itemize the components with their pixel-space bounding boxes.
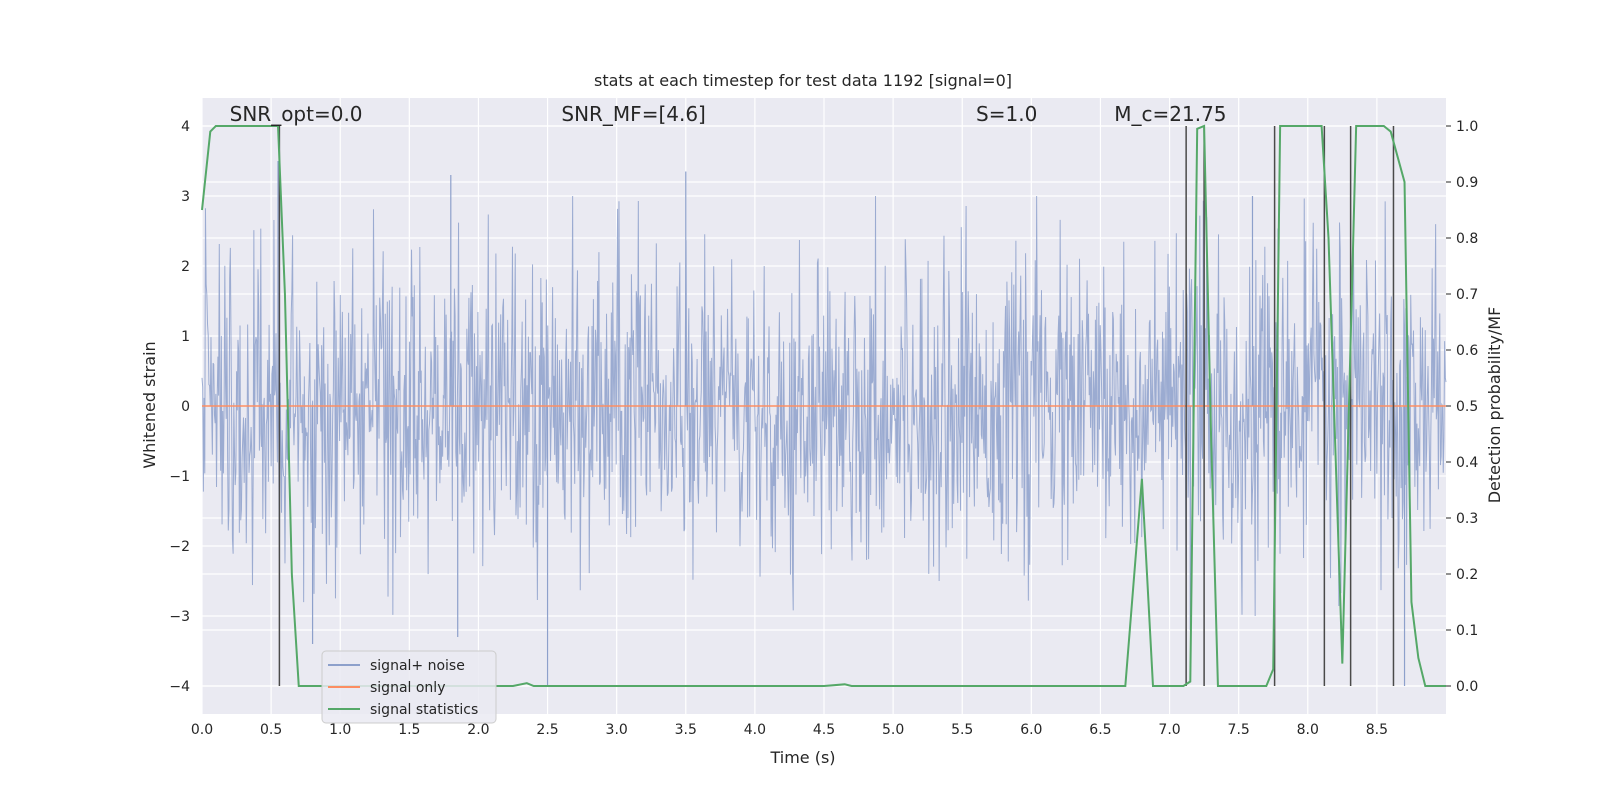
x-tick-label: 1.0	[329, 722, 351, 738]
signal-noise-line	[201, 195, 1447, 617]
x-tick-label: 8.0	[1297, 722, 1319, 738]
x-tick-label: 5.0	[882, 722, 904, 738]
y-tick-label-right: 0.8	[1456, 231, 1478, 247]
y-tick-label-left: −1	[169, 469, 190, 485]
annotation-1: SNR_MF=[4.6]	[561, 102, 705, 126]
legend-entry: signal+ noise	[370, 658, 465, 674]
y-tick-label-right: 0.7	[1456, 287, 1478, 303]
legend-box	[321, 650, 497, 724]
annotation-2: S=1.0	[976, 102, 1037, 126]
x-tick-label: 5.5	[951, 722, 973, 738]
legend-entry: signal statistics	[370, 702, 478, 718]
y-tick-label-right: 0.5	[1456, 399, 1478, 415]
legend: signal+ noise signal only signal statistic…	[321, 650, 497, 724]
y-tick-label-right: 0.9	[1456, 175, 1478, 191]
chart-title: stats at each timestep for test data 119…	[594, 71, 1012, 90]
x-tick-label: 4.5	[813, 722, 835, 738]
y-tick-label-right: 0.0	[1456, 679, 1478, 695]
y-tick-label-left: 1	[181, 329, 190, 345]
y-tick-label-left: −4	[169, 679, 190, 695]
x-tick-label: 1.5	[398, 722, 420, 738]
annotations: SNR_opt=0.0 SNR_MF=[4.6] S=1.0 M_c=21.75	[230, 102, 1227, 126]
y-tick-label-right: 0.3	[1456, 511, 1478, 527]
y-axis-label-left: Whitened strain	[140, 341, 159, 468]
x-tick-label: 0.5	[260, 722, 282, 738]
y-tick-label-left: 3	[181, 189, 190, 205]
x-tick-label: 7.0	[1158, 722, 1180, 738]
y-axis-label-right: Detection probability/MF	[1485, 307, 1504, 504]
y-tick-label-right: 0.4	[1456, 455, 1478, 471]
x-tick-label: 8.5	[1366, 722, 1388, 738]
x-tick-label: 6.5	[1089, 722, 1111, 738]
y-tick-label-left: 0	[181, 399, 190, 415]
y-tick-label-right: 1.0	[1456, 119, 1478, 135]
x-ticks: 0.0 0.5 1.0 1.5 2.0 2.5 3.0 3.5 4.0 4.5 5.0 5.5 6.0 6…	[191, 722, 1388, 738]
annotation-3: M_c=21.75	[1114, 102, 1226, 126]
y-tick-label-left: 2	[181, 259, 190, 275]
x-tick-label: 4.0	[744, 722, 766, 738]
y-tick-label-left: 4	[181, 119, 190, 135]
y-tick-label-left: −3	[169, 609, 190, 625]
x-tick-label: 2.0	[467, 722, 489, 738]
x-tick-label: 7.5	[1228, 722, 1250, 738]
y-ticks-left: −4 −3 −2 −1 0 1 2 3 4	[169, 119, 190, 695]
x-tick-label: 6.0	[1020, 722, 1042, 738]
x-tick-label: 0.0	[191, 722, 213, 738]
y-tick-label-right: 0.1	[1456, 623, 1478, 639]
y-tick-label-right: 0.2	[1456, 567, 1478, 583]
x-tick-label: 2.5	[536, 722, 558, 738]
x-axis-label: Time (s)	[769, 748, 835, 767]
x-tick-label: 3.0	[606, 722, 628, 738]
annotation-0: SNR_opt=0.0	[230, 102, 363, 126]
signal-statistics-series	[201, 124, 1446, 687]
legend-entry: signal only	[370, 680, 445, 696]
y-tick-label-right: 0.6	[1456, 343, 1478, 359]
y-ticks-right: 0.0 0.1 0.2 0.3 0.4 0.5 0.6 0.7 0.8 0.9 1.0	[1446, 119, 1478, 695]
x-tick-label: 3.5	[675, 722, 697, 738]
signal-statistics-line	[201, 124, 1446, 687]
y-tick-label-left: −2	[169, 539, 190, 555]
